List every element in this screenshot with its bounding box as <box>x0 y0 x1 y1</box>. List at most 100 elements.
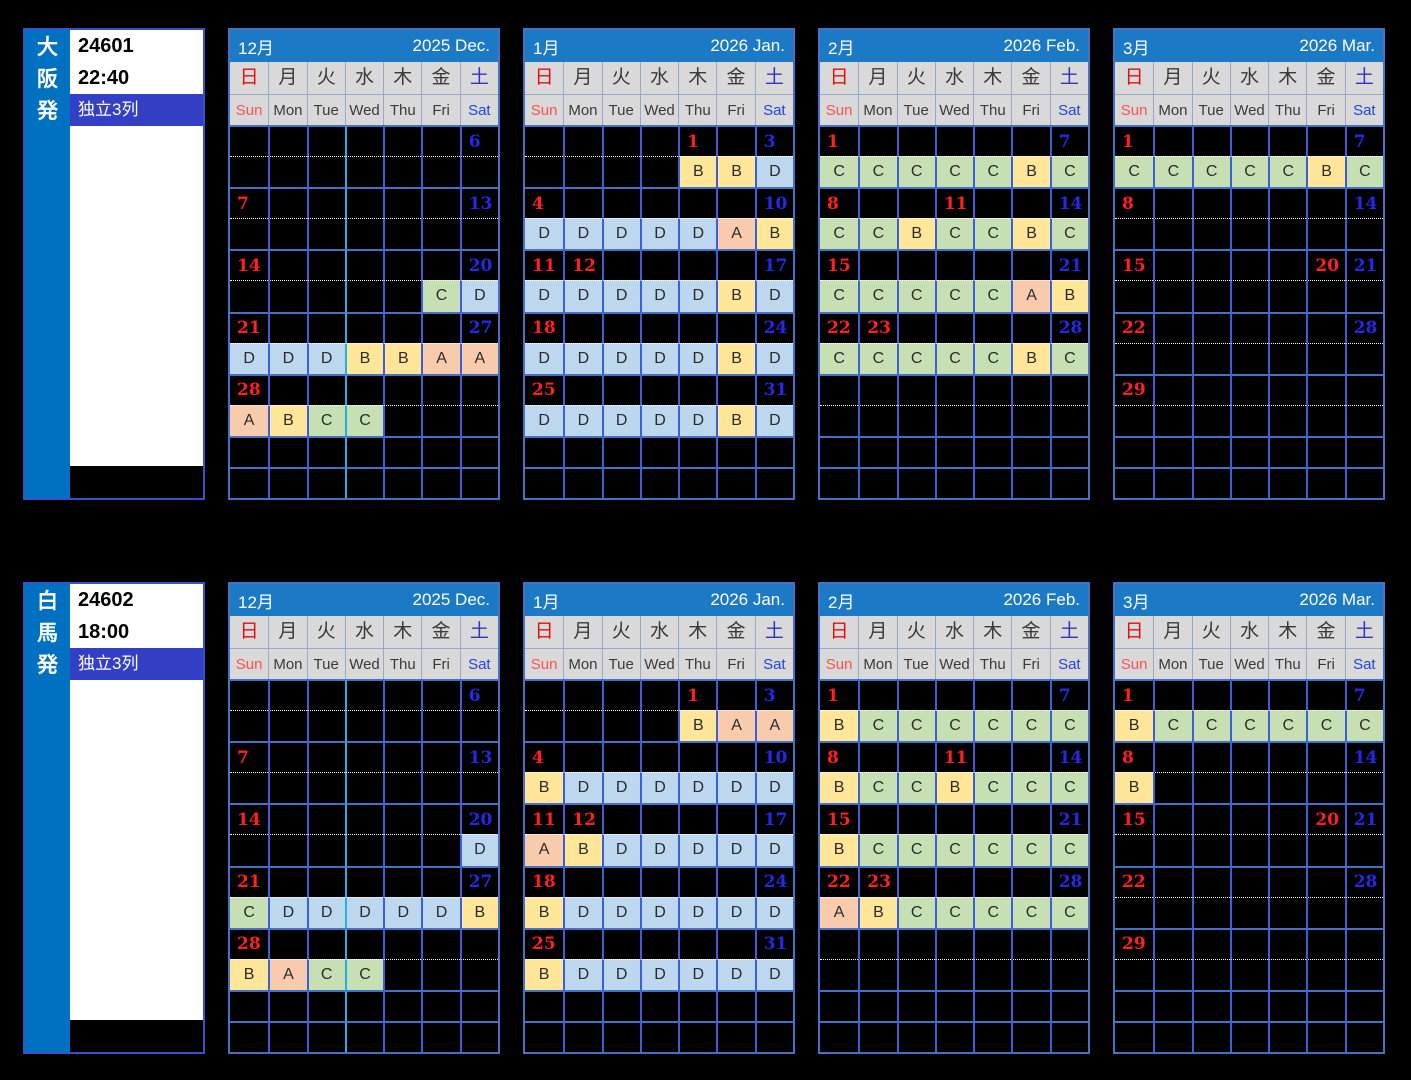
date-cell <box>639 803 679 835</box>
fare-cell: D <box>716 896 755 928</box>
date-cell <box>230 679 269 710</box>
date-cell <box>601 187 640 219</box>
dow-jp-fri: 金 <box>1306 616 1344 648</box>
date-cell: 12 <box>563 249 602 281</box>
fare-cell <box>1306 772 1345 804</box>
fare-cell <box>1115 218 1154 249</box>
date-cell <box>934 373 974 405</box>
fare-cell <box>344 710 384 742</box>
date-cell: 23 <box>858 311 897 343</box>
dow-en-mon: Mon <box>563 648 602 679</box>
date-cell <box>1115 435 1154 467</box>
date-cell <box>1191 927 1230 959</box>
fare-cell <box>1049 404 1088 436</box>
fare-cell <box>934 958 974 990</box>
fare-cell <box>1268 772 1307 804</box>
fare-cell: D <box>563 958 602 990</box>
fare-cell: C <box>1049 156 1088 188</box>
fare-cell <box>896 466 935 498</box>
date-cell: 10 <box>754 741 793 773</box>
date-cell <box>896 865 935 897</box>
month-label: 12月 <box>238 38 274 58</box>
date-cell <box>1268 187 1307 219</box>
fare-cell: D <box>754 280 793 312</box>
date-cell <box>934 679 974 711</box>
dow-en-sat: Sat <box>1344 648 1383 679</box>
fare-cell <box>421 1020 460 1052</box>
origin-char: 馬 <box>37 622 58 645</box>
date-cell <box>858 373 897 405</box>
fare-cell: C <box>306 958 345 990</box>
calendar-2025-12: 12月 2025 Dec. 日月火水木金土 Sun Mon Tue Wed Thu Fri Sat… <box>228 28 500 500</box>
date-cell <box>639 373 679 405</box>
fare-cell <box>1191 1020 1230 1052</box>
fare-cell: B <box>716 280 755 312</box>
fare-cell <box>1049 958 1088 990</box>
date-cell <box>1191 865 1230 897</box>
date-cell <box>1049 373 1088 405</box>
date-cell: 6 <box>459 125 498 157</box>
date-cell <box>525 125 564 156</box>
date-cell <box>383 989 422 1021</box>
date-cell: 14 <box>230 249 269 280</box>
date-cell <box>1268 803 1307 835</box>
date-cell <box>1306 125 1345 157</box>
dow-en-wed: Wed <box>639 648 679 679</box>
date-cell <box>678 373 717 405</box>
fare-cell <box>1191 404 1230 436</box>
date-cell: 27 <box>459 865 498 897</box>
fare-cell <box>716 466 755 498</box>
fare-cell <box>421 710 460 742</box>
fare-cell <box>459 710 498 742</box>
date-cell: 8 <box>1115 741 1154 772</box>
date-cell <box>268 249 307 281</box>
date-cell: 12 <box>563 803 602 835</box>
fare-cell <box>1268 218 1307 250</box>
date-cell <box>639 125 679 157</box>
date-cell <box>1229 311 1269 343</box>
fare-cell <box>525 156 564 187</box>
date-cell <box>1229 927 1269 959</box>
weekday-header-en: Sun Mon Tue Wed Thu Fri Sat <box>1115 94 1383 125</box>
date-cell: 1 <box>1115 125 1154 156</box>
fare-cell <box>1153 772 1192 804</box>
fare-cell <box>820 404 859 436</box>
year-label: 2025 Dec. <box>412 590 491 609</box>
fare-cell <box>1268 404 1307 436</box>
date-cell <box>1153 187 1192 219</box>
dow-jp-sun: 日 <box>534 621 554 642</box>
fare-cell: D <box>306 896 345 928</box>
fare-cell <box>268 710 307 742</box>
fare-cell <box>421 834 460 866</box>
date-cell <box>716 249 755 281</box>
fare-cell <box>1191 280 1230 312</box>
date-cell <box>306 187 345 219</box>
calendar-2026-02: 2月 2026 Feb. 日月火水木金土 Sun Mon Tue Wed Thu Fri Sat 1… <box>818 582 1090 1054</box>
fare-cell <box>1344 280 1383 312</box>
date-cell <box>268 311 307 343</box>
date-cell <box>563 741 602 773</box>
fare-cell: B <box>230 958 269 990</box>
date-cell <box>563 125 602 157</box>
fare-cell: C <box>230 896 269 928</box>
date-cell <box>601 679 640 711</box>
date-cell <box>306 311 345 343</box>
fare-cell: B <box>1011 342 1050 374</box>
date-cell <box>268 989 307 1021</box>
fare-cell <box>973 404 1012 436</box>
date-cell <box>383 373 422 405</box>
calendar-body: 1 3 B A A 4 10 B D D D D D D 11 12 17 A B D D D D D 18 24 B D D D D D D 2… <box>525 679 793 1052</box>
date-cell: 1 <box>678 125 717 157</box>
fare-cell <box>754 466 793 498</box>
date-cell: 22 <box>820 865 859 897</box>
fare-cell <box>601 466 640 498</box>
date-cell <box>973 311 1012 343</box>
dow-jp-sat: 土 <box>1344 62 1383 94</box>
date-cell <box>1344 927 1383 959</box>
fare-cell <box>1306 342 1345 374</box>
fare-cell: C <box>344 404 384 436</box>
fare-cell: C <box>934 710 974 742</box>
dow-en-sun: Sun <box>230 648 269 679</box>
date-cell: 17 <box>754 803 793 835</box>
date-cell: 25 <box>525 927 564 959</box>
